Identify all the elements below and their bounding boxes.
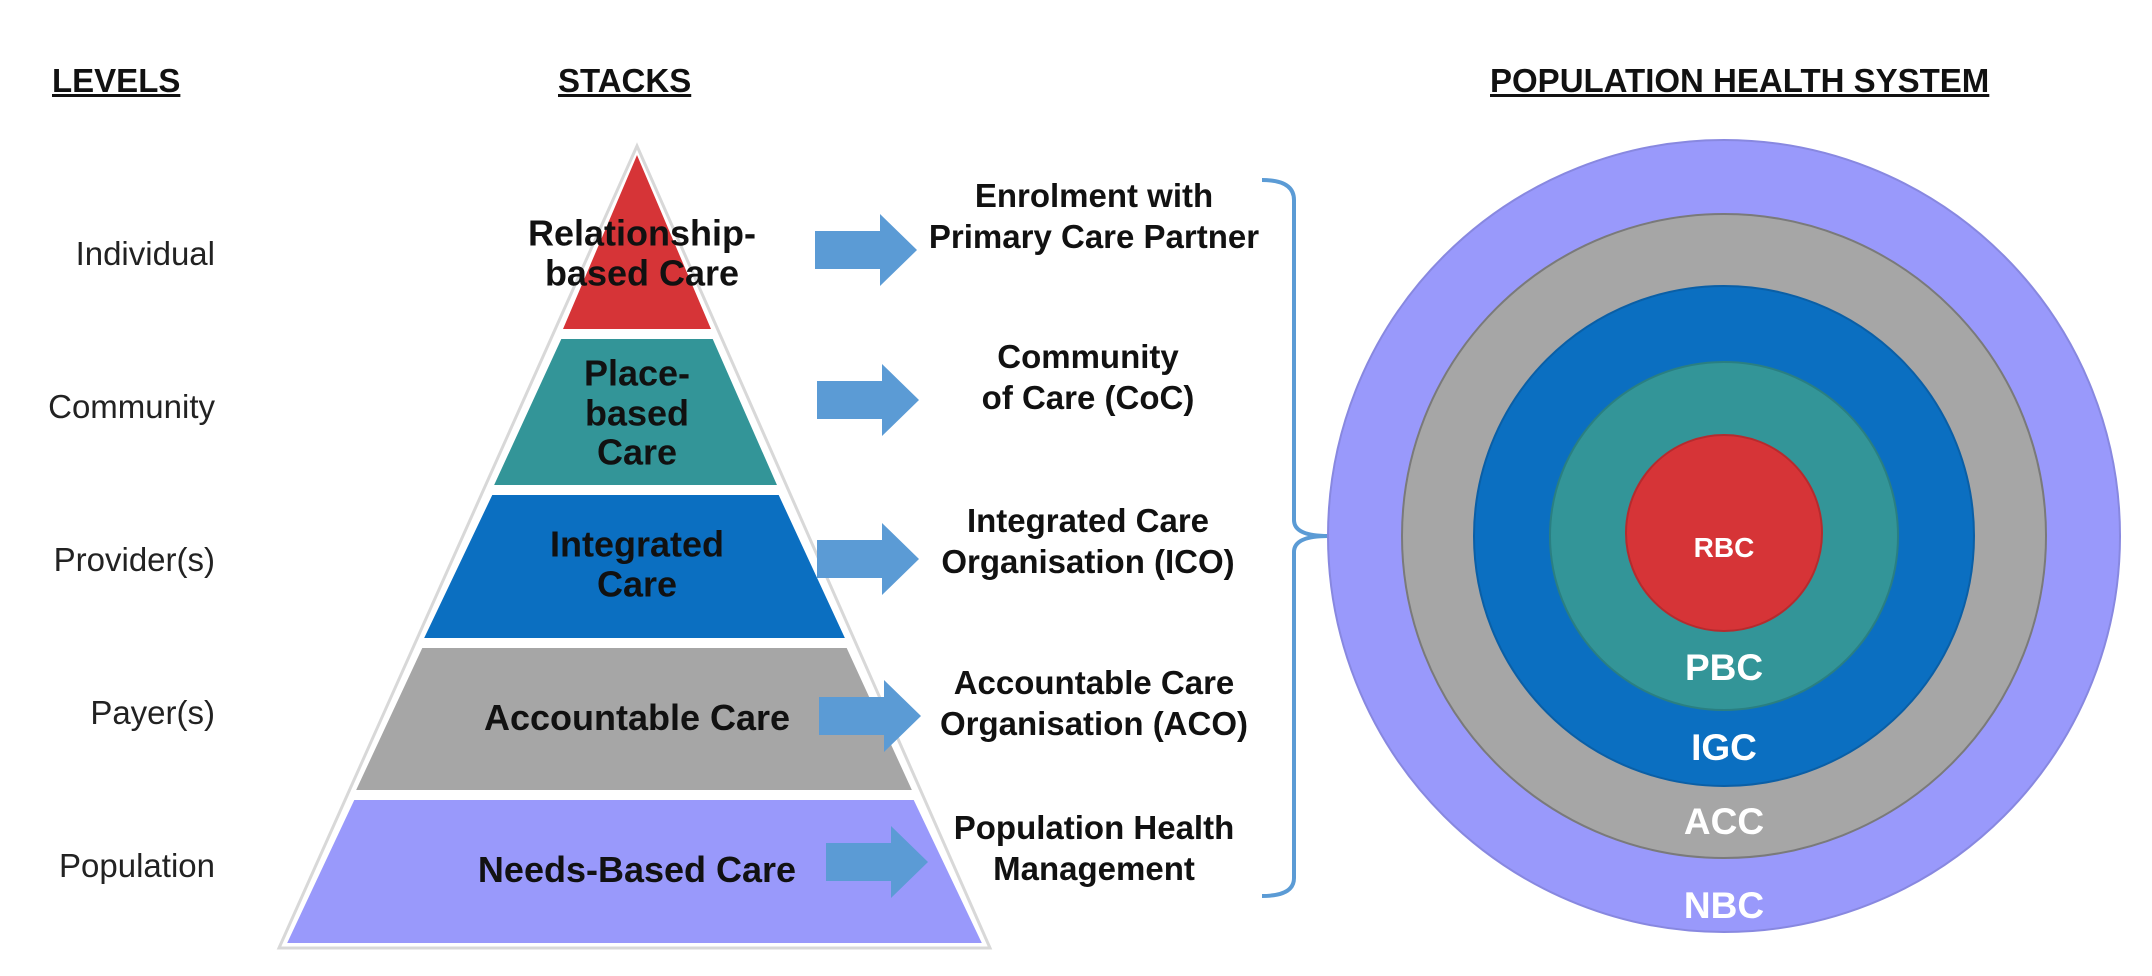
ring-label-rbc: RBC bbox=[1693, 532, 1755, 563]
outcome-phm: Population Health Management bbox=[953, 808, 1235, 887]
brace bbox=[1261, 178, 1329, 898]
pyramid-tier-nbc bbox=[280, 796, 989, 947]
pyramid-label-acc: Accountable Care bbox=[483, 697, 791, 739]
level-community: Community bbox=[48, 388, 215, 425]
stacks-header: STACKS bbox=[558, 62, 692, 99]
level-population: Population bbox=[59, 847, 215, 884]
ring-label-pbc: PBC bbox=[1684, 647, 1764, 688]
pyramid-label-igc: Integrated Care bbox=[549, 523, 725, 604]
arrow-community bbox=[817, 364, 919, 436]
ring-label-igc: IGC bbox=[1691, 727, 1757, 768]
arrow-payers bbox=[819, 680, 921, 752]
arrow-individual bbox=[815, 214, 917, 286]
ring-label-nbc: NBC bbox=[1683, 885, 1765, 926]
arrow-providers bbox=[817, 523, 919, 595]
level-providers: Provider(s) bbox=[53, 541, 215, 578]
ring-label-acc: ACC bbox=[1683, 801, 1765, 842]
levels-header: LEVELS bbox=[52, 62, 181, 99]
pyramid-tier-acc bbox=[349, 644, 919, 794]
system-header: POPULATION HEALTH SYSTEM bbox=[1490, 62, 1990, 99]
pyramid-label-rbc: Relationship- based Care bbox=[527, 212, 757, 293]
pyramid-outline bbox=[276, 142, 993, 950]
pyramid-tier-rbc bbox=[556, 144, 718, 333]
level-payers: Payer(s) bbox=[90, 694, 215, 731]
outcome-ico: Integrated Care Organisation (ICO) bbox=[941, 501, 1235, 580]
ring-rbc bbox=[1625, 434, 1823, 632]
outcome-enrolment: Enrolment with Primary Care Partner bbox=[928, 176, 1260, 255]
pyramid-tier-igc bbox=[417, 491, 852, 642]
pyramid-tier-pbc bbox=[487, 335, 784, 489]
pyramid-label-pbc: Place- based Care bbox=[583, 352, 691, 473]
arrow-population bbox=[826, 826, 928, 898]
pyramid-label-nbc: Needs-Based Care bbox=[477, 849, 797, 891]
level-individual: Individual bbox=[75, 235, 215, 272]
outcome-coc: Community of Care (CoC) bbox=[981, 337, 1195, 416]
outcome-aco: Accountable Care Organisation (ACO) bbox=[939, 663, 1249, 742]
